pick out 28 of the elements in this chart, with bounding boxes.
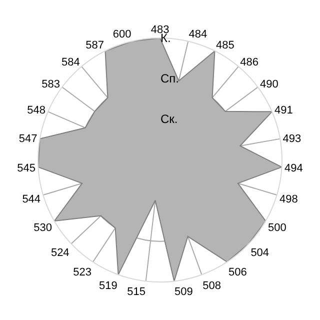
- spoke-label: 484: [188, 28, 208, 40]
- spoke-label: 498: [279, 194, 298, 206]
- spoke-label: 486: [240, 56, 259, 68]
- spoke-label: 508: [202, 280, 222, 292]
- spoke-label: 494: [284, 162, 303, 175]
- spoke-label: 584: [61, 56, 80, 68]
- spoke-label: 530: [34, 222, 52, 234]
- spoke-label: 515: [127, 286, 146, 298]
- y-tick-label: Ск.: [160, 112, 178, 126]
- spoke-label: 490: [260, 78, 278, 90]
- spoke-label: 583: [42, 78, 60, 90]
- spoke-label: 545: [17, 162, 36, 175]
- spoke-label: 519: [98, 280, 118, 292]
- spoke-label: 491: [274, 104, 293, 116]
- spoke-label: 548: [27, 104, 46, 116]
- spoke-label: 506: [228, 266, 247, 278]
- spoke-label: 493: [282, 132, 302, 145]
- spoke-label: 600: [112, 28, 132, 40]
- spoke-label: 504: [250, 246, 270, 259]
- spoke-label: 544: [22, 194, 41, 206]
- spoke-label: 500: [268, 222, 286, 234]
- spoke-label: 547: [18, 132, 38, 145]
- spoke-label: 509: [174, 286, 193, 298]
- spoke-label: 485: [216, 39, 234, 52]
- spoke-label: 523: [73, 266, 92, 278]
- y-tick-label: Сп.: [160, 72, 179, 86]
- spoke-label: 524: [50, 246, 70, 259]
- spoke-label: 587: [86, 39, 104, 52]
